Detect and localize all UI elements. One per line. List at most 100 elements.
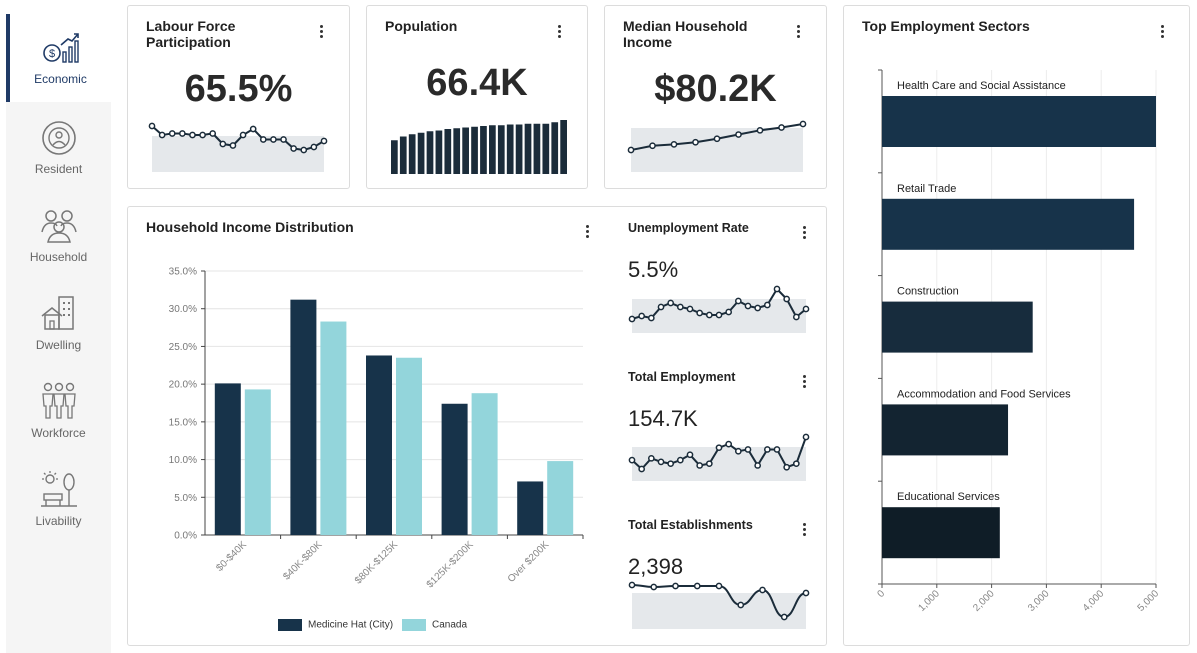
sparkline-point xyxy=(792,460,800,468)
bar-canada[interactable] xyxy=(471,393,498,535)
nav-label-economic: Economic xyxy=(34,72,87,86)
sparkline-bar xyxy=(408,134,416,174)
kpi-value-employment: 154.7K xyxy=(628,406,698,431)
kpi-title-labour: Labour Force Participation xyxy=(146,18,236,50)
sparkline-point xyxy=(734,297,742,305)
sparkline-point xyxy=(647,454,655,462)
sparkline-point xyxy=(290,145,297,152)
more-options-icon[interactable] xyxy=(796,373,812,391)
y-tick-label: 5.0% xyxy=(174,493,197,504)
nav-item-livability[interactable]: Livability xyxy=(6,470,111,558)
x-tick-label: 3,000 xyxy=(1026,588,1052,614)
more-options-icon[interactable] xyxy=(1154,23,1170,41)
sparkline-point xyxy=(773,285,781,293)
sparkline-point xyxy=(209,130,217,137)
sparkline-point xyxy=(737,601,745,609)
x-tick-label: 2,000 xyxy=(971,588,997,614)
sparkline-point xyxy=(734,447,742,455)
sparkline-population xyxy=(391,120,567,174)
x-tick-label: 1,000 xyxy=(916,588,942,614)
sparkline-point xyxy=(628,315,636,323)
bar-canada[interactable] xyxy=(320,321,347,535)
x-tick-label: 0 xyxy=(875,588,887,600)
kpi-value-establishments: 2,398 xyxy=(628,554,684,579)
sparkline-point xyxy=(219,140,227,148)
sparkline-point xyxy=(778,124,785,131)
sparkline-point xyxy=(676,303,684,311)
sector-bar[interactable] xyxy=(882,96,1156,147)
bar-canada[interactable] xyxy=(396,357,422,535)
dwelling-icon xyxy=(41,296,74,330)
bar-canada[interactable] xyxy=(547,461,574,535)
sparkline-bar xyxy=(471,126,478,174)
sector-bar[interactable] xyxy=(882,404,1009,456)
bar-canada[interactable] xyxy=(244,389,271,535)
sector-bar[interactable] xyxy=(882,507,1000,559)
sparkline-area xyxy=(631,128,803,172)
sector-bar[interactable] xyxy=(882,301,1033,353)
nav-item-economic[interactable]: $ Economic xyxy=(6,14,111,102)
nav-item-resident[interactable]: Resident xyxy=(6,118,111,206)
sparkline-point xyxy=(657,458,665,466)
sparkline-point xyxy=(667,460,675,468)
more-options-icon[interactable] xyxy=(579,223,595,241)
nav-item-dwelling[interactable]: Dwelling xyxy=(6,294,111,382)
sparkline-point xyxy=(670,141,678,148)
x-tick-label: $40K-$80K xyxy=(281,539,324,582)
household-icon xyxy=(40,210,77,243)
sparkline-point xyxy=(802,305,810,313)
more-options-icon[interactable] xyxy=(790,23,806,41)
kpi-title-employment: Total Employment xyxy=(628,370,736,384)
sparkline-point xyxy=(693,582,701,590)
sparkline-point xyxy=(638,465,646,473)
more-options-icon[interactable] xyxy=(551,23,567,41)
livability-icon xyxy=(40,471,77,507)
bar-medicine-hat[interactable] xyxy=(214,383,241,535)
sparkline-bar xyxy=(462,127,469,174)
sparkline-point xyxy=(657,303,665,311)
sparkline-point xyxy=(168,130,176,137)
legend-item-canada[interactable]: Canada xyxy=(402,619,467,631)
sparkline-point xyxy=(705,311,713,319)
sparkline-bar xyxy=(506,124,514,174)
nav-item-household[interactable]: Household xyxy=(6,206,111,294)
more-options-icon[interactable] xyxy=(796,521,812,539)
sparkline-point xyxy=(763,446,771,453)
nav-label-resident: Resident xyxy=(34,162,83,176)
kpi-card-labour: Labour Force Participation 65.5% xyxy=(127,5,350,189)
y-tick-label: 10.0% xyxy=(169,455,197,466)
nav-item-workforce[interactable]: Workforce xyxy=(6,382,111,470)
chart-title-income-distribution: Household Income Distribution xyxy=(146,219,354,235)
chart-title-employment-sectors: Top Employment Sectors xyxy=(862,18,1030,34)
bar-medicine-hat[interactable] xyxy=(366,355,392,535)
income-distribution-card: Household Income Distribution 0.0% 5.0% 10… xyxy=(127,206,827,646)
sparkline-bar xyxy=(515,124,523,174)
sparkline-point xyxy=(650,583,658,591)
bar-medicine-hat[interactable] xyxy=(290,299,317,535)
bar-medicine-hat[interactable] xyxy=(441,403,468,535)
sparkline-point xyxy=(802,589,810,597)
legend-item-medicine-hat[interactable]: Medicine Hat (City) xyxy=(278,619,393,631)
category-label: Accommodation and Food Services xyxy=(897,388,1071,400)
sparkline-point xyxy=(686,305,694,313)
bar-medicine-hat[interactable] xyxy=(517,481,544,535)
more-options-icon[interactable] xyxy=(796,224,812,242)
sparkline-bar xyxy=(480,126,487,174)
more-options-icon[interactable] xyxy=(313,23,329,41)
sector-bar[interactable] xyxy=(882,198,1135,250)
income-distribution-chart: 0.0% 5.0% 10.0% 15.0% 20.0% 25.0% 30.0% 35.0% $0… xyxy=(169,267,584,590)
sparkline-point xyxy=(179,130,186,137)
sparkline-point xyxy=(799,120,807,128)
sparkline-point xyxy=(754,304,762,312)
sidebar: $ Economic Resident Household xyxy=(6,14,111,653)
sparkline-bar xyxy=(426,131,434,174)
sparkline-point xyxy=(783,295,791,303)
kpi-value-labour: 65.5% xyxy=(184,68,293,110)
kpi-value-income: $80.2K xyxy=(654,68,777,110)
sparkline-bar xyxy=(444,129,452,174)
sparkline-employment xyxy=(628,433,810,481)
nav-label-dwelling: Dwelling xyxy=(35,338,82,352)
sparkline-bar xyxy=(435,130,443,174)
employment-sectors-chart: 0 1,000 2,000 3,000 4,000 5,000 Health Care an… xyxy=(875,69,1161,614)
x-tick-label: $0-$40K xyxy=(214,539,249,574)
